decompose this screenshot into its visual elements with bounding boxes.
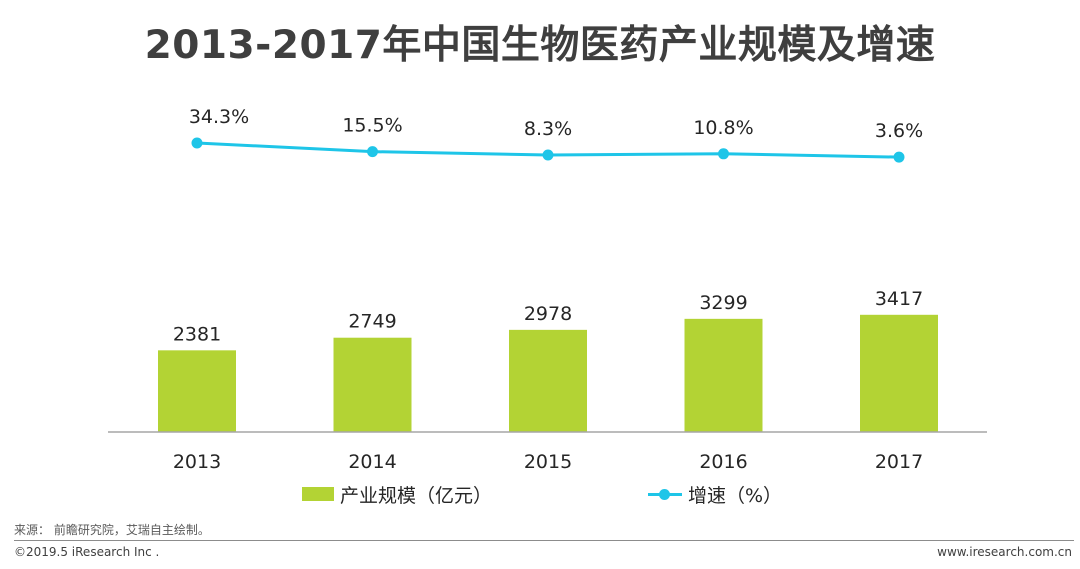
x-tick-label-2014: 2014 — [348, 451, 396, 473]
bar-value-label-2014: 2749 — [348, 311, 396, 333]
growth-label-2013: 34.3% — [189, 106, 249, 128]
website-text: www.iresearch.com.cn — [937, 545, 1072, 559]
x-tick-label-2013: 2013 — [173, 451, 221, 473]
bar-2013 — [158, 350, 236, 432]
legend-bar-entry: 产业规模（亿元） — [302, 482, 493, 507]
bar-2014 — [333, 337, 412, 432]
bar-value-label-2017: 3417 — [875, 288, 923, 310]
growth-point-2015 — [542, 149, 554, 161]
legend-line-entry: 增速（%） — [648, 482, 783, 507]
growth-label-2017: 3.6% — [875, 120, 923, 142]
bar-2016 — [684, 318, 763, 432]
bar-value-label-2015: 2978 — [524, 303, 572, 325]
bar-value-label-2016: 3299 — [699, 292, 747, 314]
growth-point-2014 — [367, 146, 378, 158]
x-tick-label-2017: 2017 — [875, 451, 923, 473]
growth-label-2014: 15.5% — [342, 115, 402, 137]
bar-value-label-2013: 2381 — [173, 323, 221, 345]
footer-divider — [14, 540, 1074, 541]
growth-point-2016 — [718, 148, 729, 160]
bar-2015 — [509, 329, 587, 432]
copyright-text: ©2019.5 iResearch Inc . — [14, 545, 160, 559]
legend-bar-swatch — [302, 487, 334, 501]
growth-label-2016: 10.8% — [693, 117, 753, 139]
legend-line-swatch — [648, 487, 682, 501]
growth-label-2015: 8.3% — [524, 118, 572, 140]
legend-line-label: 增速（%） — [688, 484, 783, 507]
chart-area: 2381 2749 2978 3299 3417 2013 2014 2015 2016 201… — [108, 106, 987, 473]
legend-bar-label: 产业规模（亿元） — [340, 484, 493, 507]
bar-2017 — [860, 314, 938, 432]
x-tick-label-2015: 2015 — [524, 451, 572, 473]
x-tick-label-2016: 2016 — [699, 451, 747, 473]
source-note: 来源： 前瞻研究院，艾瑞自主绘制。 — [14, 523, 210, 537]
chart-title: 2013-2017年中国生物医药产业规模及增速 — [144, 23, 936, 68]
growth-point-2017 — [893, 151, 905, 163]
growth-point-2013 — [191, 137, 203, 149]
